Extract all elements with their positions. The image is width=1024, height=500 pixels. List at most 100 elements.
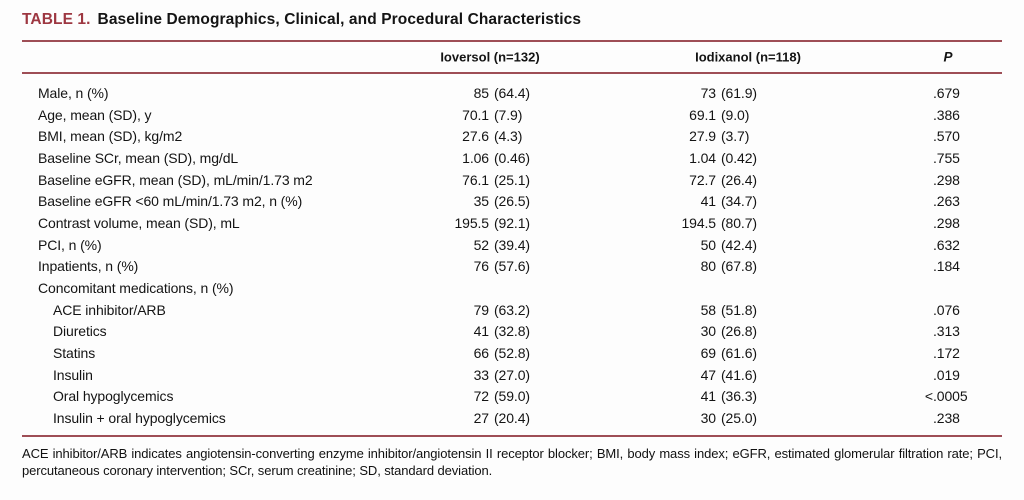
value-number: 35 (473, 193, 489, 210)
cell-iodixanol: 41 (34.7) (589, 193, 811, 209)
cell-p-value: .172 (811, 345, 1002, 361)
p-value-prefix (811, 302, 933, 318)
row-label: Contrast volume, mean (SD), mL (38, 214, 240, 231)
cell-ioversol: 85 (64.4) (352, 85, 589, 101)
value-number: 72.7 (689, 171, 716, 188)
value-number: 30 (700, 410, 716, 427)
column-header-ioversol: Ioversol (n=132) (440, 49, 540, 65)
p-value-prefix (811, 128, 933, 144)
row-label: Male, n (%) (38, 84, 109, 101)
value-number: 69 (700, 345, 716, 362)
cell-ioversol: 66 (52.8) (352, 345, 589, 361)
value-number: 27.9 (689, 128, 716, 145)
cell-p-value: .679 (811, 85, 1002, 101)
p-value: .184 (933, 258, 960, 275)
value-number: 76.1 (462, 171, 489, 188)
cell-p-value: .755 (811, 150, 1002, 166)
p-value-prefix (811, 150, 933, 166)
value-number: 50 (700, 236, 716, 253)
table-row: Baseline eGFR <60 mL/min/1.73 m2, n (%) 3… (22, 190, 1002, 212)
cell-ioversol: 70.1 (7.9) (352, 107, 589, 123)
value-number: 52 (473, 236, 489, 253)
p-value: .238 (933, 410, 960, 427)
cell-p-value: .313 (811, 323, 1002, 339)
p-value: .263 (933, 193, 960, 210)
p-value-prefix (811, 85, 933, 101)
table-row: Baseline SCr, mean (SD), mg/dL 1.06 (0.46)… (22, 147, 1002, 169)
value-parenthetical: (4.3) (494, 128, 523, 145)
p-value: .386 (933, 106, 960, 123)
table-row: Baseline eGFR, mean (SD), mL/min/1.73 m2… (22, 169, 1002, 191)
cell-iodixanol: 80 (67.8) (589, 258, 811, 274)
table-row: Inpatients, n (%) 76 (57.6) 80 (67.8) .184 (22, 256, 1002, 278)
p-value-prefix (811, 215, 933, 231)
cell-iodixanol: 30 (25.0) (589, 410, 811, 426)
table-row: Insulin + oral hypoglycemics 27 (20.4) 30 (2… (22, 407, 1002, 429)
value-parenthetical: (39.4) (494, 236, 530, 253)
value-parenthetical: (27.0) (494, 366, 530, 383)
p-value-prefix (811, 107, 933, 123)
value-parenthetical: (61.6) (721, 345, 757, 362)
row-label: Age, mean (SD), y (38, 106, 152, 123)
table-number: TABLE 1. (22, 11, 91, 28)
p-value: .298 (933, 214, 960, 231)
value-number: 41 (700, 193, 716, 210)
value-number: 58 (700, 301, 716, 318)
cell-iodixanol: 58 (51.8) (589, 302, 811, 318)
value-parenthetical: (32.8) (494, 323, 530, 340)
cell-ioversol: 76 (57.6) (352, 258, 589, 274)
table-row: Contrast volume, mean (SD), mL 195.5 (92.1… (22, 212, 1002, 234)
value-number: 27.6 (462, 128, 489, 145)
cell-ioversol: 72 (59.0) (352, 388, 589, 404)
column-header-row: Ioversol (n=132) Iodixanol (n=118) P (22, 42, 1002, 72)
value-number: 194.5 (681, 214, 716, 231)
table-row: Insulin 33 (27.0) 47 (41.6) .019 (22, 364, 1002, 386)
value-number: 69.1 (689, 106, 716, 123)
table-row: Age, mean (SD), y 70.1 (7.9) 69.1 (9.0) .386 (22, 104, 1002, 126)
value-number: 195.5 (454, 214, 489, 231)
p-value-prefix (811, 193, 933, 209)
row-label: Oral hypoglycemics (53, 388, 174, 405)
cell-ioversol: 35 (26.5) (352, 193, 589, 209)
table-row: ACE inhibitor/ARB 79 (63.2) 58 (51.8) .076 (22, 299, 1002, 321)
cell-p-value: .263 (811, 193, 1002, 209)
cell-ioversol: 27 (20.4) (352, 410, 589, 426)
p-value-prefix (811, 323, 933, 339)
table-row: Oral hypoglycemics 72 (59.0) 41 (36.3) < .0005 (22, 386, 1002, 408)
p-value-prefix (811, 258, 933, 274)
cell-iodixanol: 194.5 (80.7) (589, 215, 811, 231)
value-parenthetical: (59.0) (494, 388, 530, 405)
cell-ioversol: 33 (27.0) (352, 367, 589, 383)
table-row: BMI, mean (SD), kg/m2 27.6 (4.3) 27.9 (3.7).… (22, 125, 1002, 147)
value-parenthetical: (34.7) (721, 193, 757, 210)
p-value: .679 (933, 84, 960, 101)
value-number: 33 (473, 366, 489, 383)
value-parenthetical: (63.2) (494, 301, 530, 318)
p-value: .755 (933, 149, 960, 166)
divider-top (22, 40, 1002, 42)
p-value-prefix (811, 367, 933, 383)
cell-p-value: .076 (811, 302, 1002, 318)
cell-p-value: .019 (811, 367, 1002, 383)
cell-p-value: < .0005 (811, 388, 1002, 404)
p-value: .313 (933, 323, 960, 340)
row-label: Insulin + oral hypoglycemics (53, 410, 226, 427)
value-number: 72 (473, 388, 489, 405)
p-value-prefix: < (924, 388, 933, 405)
row-label: Baseline SCr, mean (SD), mg/dL (38, 149, 239, 166)
table-row: Statins 66 (52.8) 69 (61.6) .172 (22, 342, 1002, 364)
cell-p-value: .184 (811, 258, 1002, 274)
row-label: ACE inhibitor/ARB (53, 301, 166, 318)
cell-ioversol: 1.06 (0.46) (352, 150, 589, 166)
value-number: 30 (700, 323, 716, 340)
value-parenthetical: (42.4) (721, 236, 757, 253)
value-parenthetical: (67.8) (721, 258, 757, 275)
row-label: Diuretics (53, 323, 107, 340)
row-label: Insulin (53, 366, 93, 383)
cell-iodixanol: 41 (36.3) (589, 388, 811, 404)
table-row: PCI, n (%) 52 (39.4) 50 (42.4) .632 (22, 234, 1002, 256)
table-footnote: ACE inhibitor/ARB indicates angiotensin-… (22, 446, 1002, 478)
value-number: 73 (700, 84, 716, 101)
value-parenthetical: (64.4) (494, 84, 530, 101)
cell-iodixanol: 69 (61.6) (589, 345, 811, 361)
